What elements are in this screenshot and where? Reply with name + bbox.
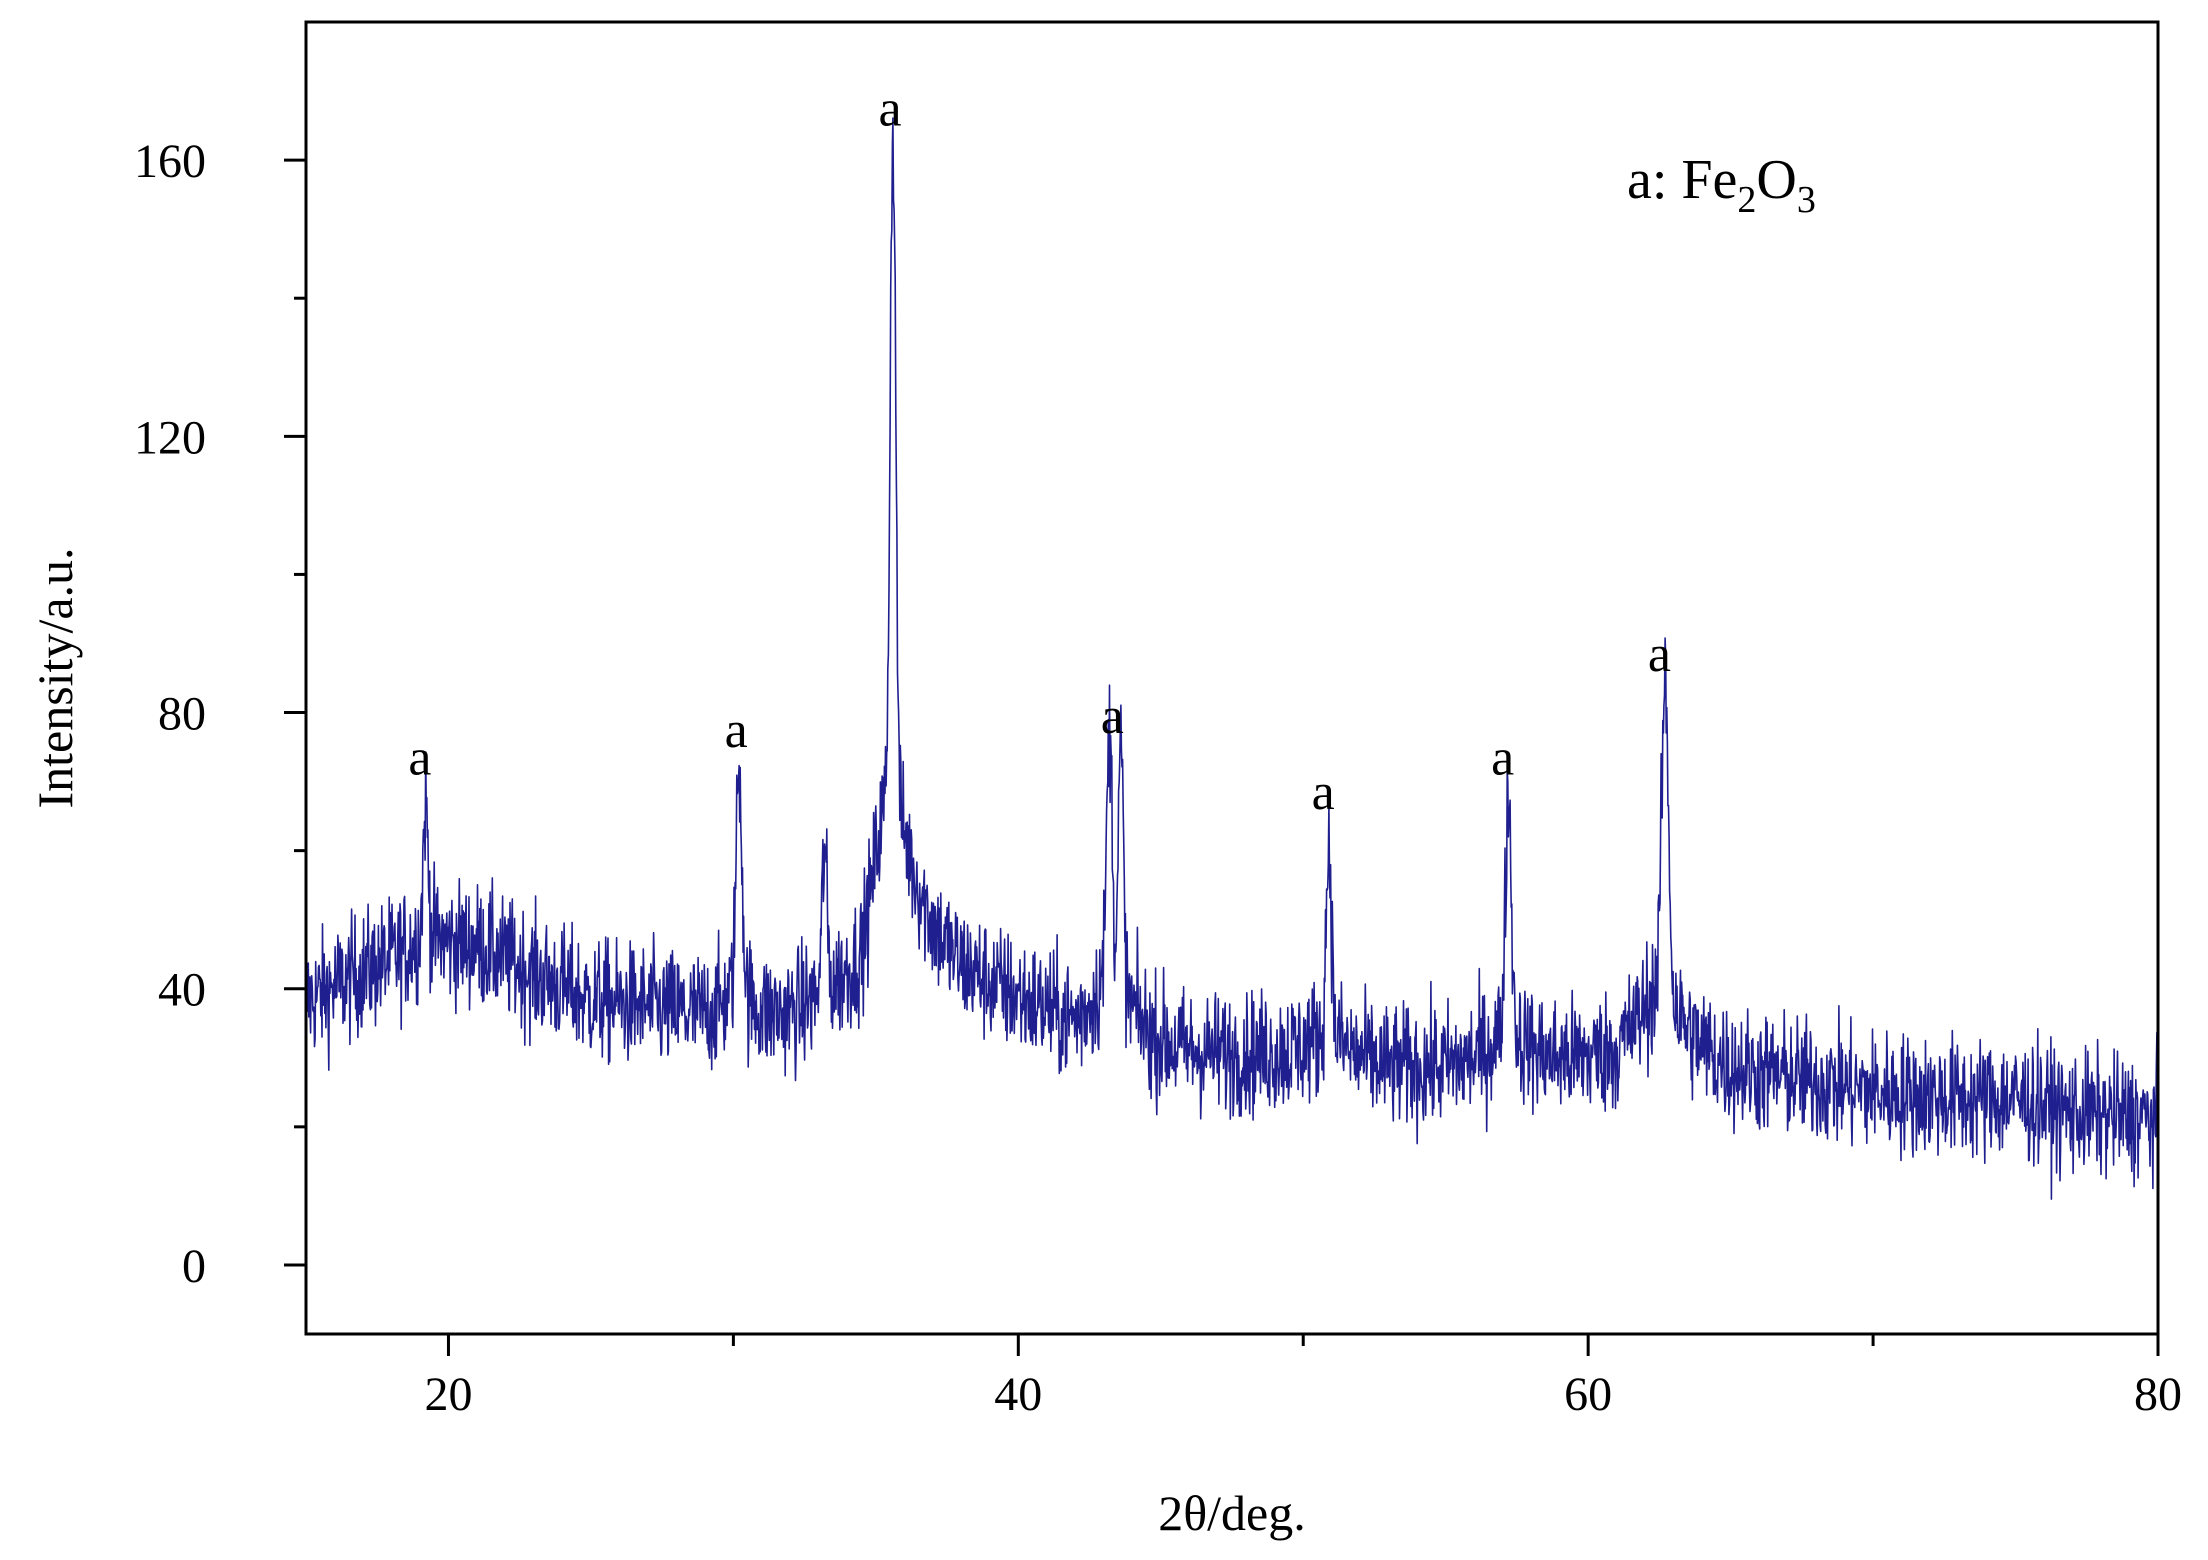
y-tick-label: 80: [158, 688, 206, 741]
peak-label: a: [1648, 626, 1671, 683]
axis-ticks: 20 40 60 80 0 40 80 120 160: [134, 135, 2182, 1421]
x-tick-label: 80: [2134, 1368, 2182, 1421]
plot-frame: [304, 20, 2160, 1336]
x-tick-label: 40: [994, 1368, 1042, 1421]
x-tick-label: 60: [1564, 1368, 1612, 1421]
peak-label: a: [1491, 730, 1514, 787]
peak-label: a: [1101, 688, 1124, 745]
legend-sub-2: 3: [1797, 179, 1816, 221]
legend-prefix: a: Fe: [1627, 149, 1737, 211]
series-layer: [306, 117, 2158, 1200]
y-tick-label: 0: [182, 1240, 206, 1293]
y-axis-title: Intensity/a.u.: [27, 547, 83, 808]
peak-label: a: [1312, 764, 1335, 821]
legend-sub-1: 2: [1737, 179, 1756, 221]
legend: a: Fe2O3: [1627, 149, 1816, 221]
peak-label: a: [879, 81, 902, 138]
peak-labels: a a a a a a a: [408, 81, 1671, 822]
peak-label: a: [725, 702, 748, 759]
y-tick-label: 120: [134, 411, 206, 464]
legend-mid: O: [1756, 149, 1796, 211]
y-tick-label: 160: [134, 135, 206, 188]
x-axis-title: 2θ/deg.: [1158, 1485, 1306, 1541]
peak-label: a: [408, 730, 431, 787]
y-tick-label: 40: [158, 964, 206, 1017]
x-tick-label: 20: [424, 1368, 472, 1421]
xrd-series-line: [306, 117, 2158, 1200]
